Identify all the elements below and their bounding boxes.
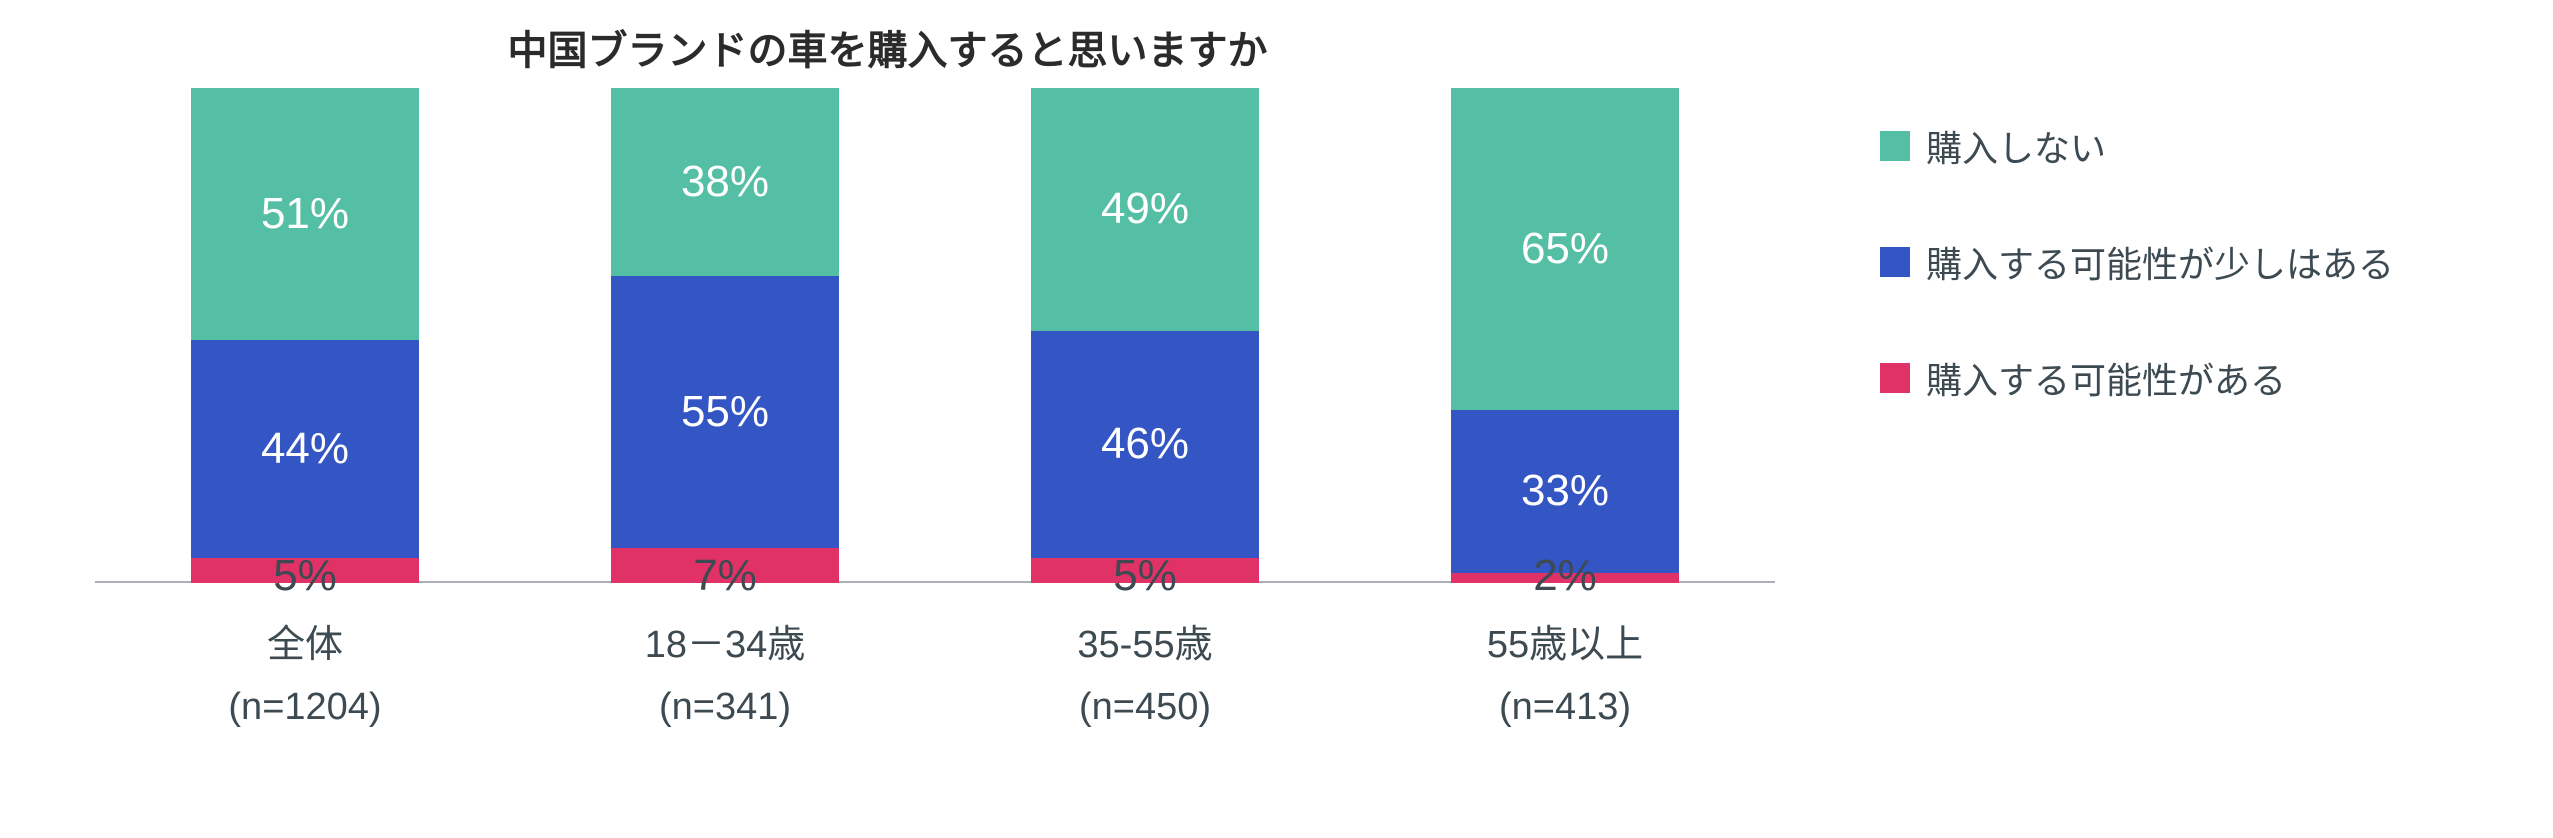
- chart-title: 中国ブランドの車を購入すると思いますか: [0, 18, 1775, 76]
- stacked-bar: 65% 33% 2%: [1451, 88, 1679, 583]
- category-n-label: (n=1204): [228, 686, 381, 729]
- x-axis-tick: 全体 (n=1204): [95, 613, 515, 729]
- legend-label: 購入しない: [1926, 120, 2106, 172]
- stacked-bar: 51% 44% 5%: [191, 88, 419, 583]
- legend-item: 購入する可能性が少しはある: [1880, 236, 2394, 288]
- category-label: 全体: [267, 613, 343, 668]
- legend: 購入しない購入する可能性が少しはある購入する可能性がある: [1880, 120, 2394, 404]
- bar-slot: 49% 46% 5%: [935, 88, 1355, 583]
- bar-segment-value-label: 55%: [681, 387, 769, 437]
- bar-segment-no: 65%: [1451, 88, 1679, 410]
- legend-swatch: [1880, 363, 1910, 393]
- category-n-label: (n=341): [659, 686, 791, 729]
- bar-segment-value-label: 51%: [261, 189, 349, 239]
- bar-segment-value-label: 49%: [1101, 184, 1189, 234]
- bar-segment-value-label: 33%: [1521, 466, 1609, 516]
- legend-swatch: [1880, 131, 1910, 161]
- stacked-bar: 49% 46% 5%: [1031, 88, 1259, 583]
- bar-segment-likely: 7%: [611, 548, 839, 583]
- bar-segment-value-label: 44%: [261, 424, 349, 474]
- x-axis-tick: 18－34歳 (n=341): [515, 613, 935, 729]
- bars-container: 51% 44% 5% 38% 55% 7% 49% 46% 5% 65% 33% 2%: [95, 88, 1775, 583]
- bar-segment-likely: 5%: [1031, 558, 1259, 583]
- category-label: 35-55歳: [1077, 613, 1212, 668]
- category-label: 55歳以上: [1487, 613, 1643, 668]
- legend-item: 購入しない: [1880, 120, 2394, 172]
- bar-segment-no: 38%: [611, 88, 839, 276]
- bar-segment-slight: 33%: [1451, 410, 1679, 573]
- x-axis-tick: 55歳以上 (n=413): [1355, 613, 1775, 729]
- bar-segment-value-label: 46%: [1101, 419, 1189, 469]
- bar-slot: 51% 44% 5%: [95, 88, 515, 583]
- category-label: 18－34歳: [645, 613, 806, 668]
- bar-segment-no: 51%: [191, 88, 419, 340]
- bar-slot: 65% 33% 2%: [1355, 88, 1775, 583]
- bar-segment-likely: 5%: [191, 558, 419, 583]
- bar-slot: 38% 55% 7%: [515, 88, 935, 583]
- chart-canvas: 中国ブランドの車を購入すると思いますか 51%44%5%38%55%7%49%4…: [0, 0, 2553, 838]
- bar-segment-slight: 55%: [611, 276, 839, 548]
- bar-segment-no: 49%: [1031, 88, 1259, 331]
- legend-swatch: [1880, 247, 1910, 277]
- bar-segment-slight: 46%: [1031, 331, 1259, 559]
- bar-segment-likely: 2%: [1451, 573, 1679, 583]
- bar-segment-value-label: 38%: [681, 157, 769, 207]
- legend-label: 購入する可能性がある: [1926, 352, 2286, 404]
- plot-area: 51%44%5%38%55%7%49%46%5%65%33%2% 全体(n=12…: [95, 88, 1775, 583]
- x-axis-tick: 35-55歳 (n=450): [935, 613, 1355, 729]
- x-axis-labels: 全体 (n=1204) 18－34歳 (n=341) 35-55歳 (n=450) 55歳以…: [95, 583, 1775, 729]
- legend-item: 購入する可能性がある: [1880, 352, 2394, 404]
- bar-segment-value-label: 65%: [1521, 224, 1609, 274]
- bar-segment-slight: 44%: [191, 340, 419, 558]
- category-n-label: (n=450): [1079, 686, 1211, 729]
- stacked-bar: 38% 55% 7%: [611, 88, 839, 583]
- legend-label: 購入する可能性が少しはある: [1926, 236, 2394, 288]
- category-n-label: (n=413): [1499, 686, 1631, 729]
